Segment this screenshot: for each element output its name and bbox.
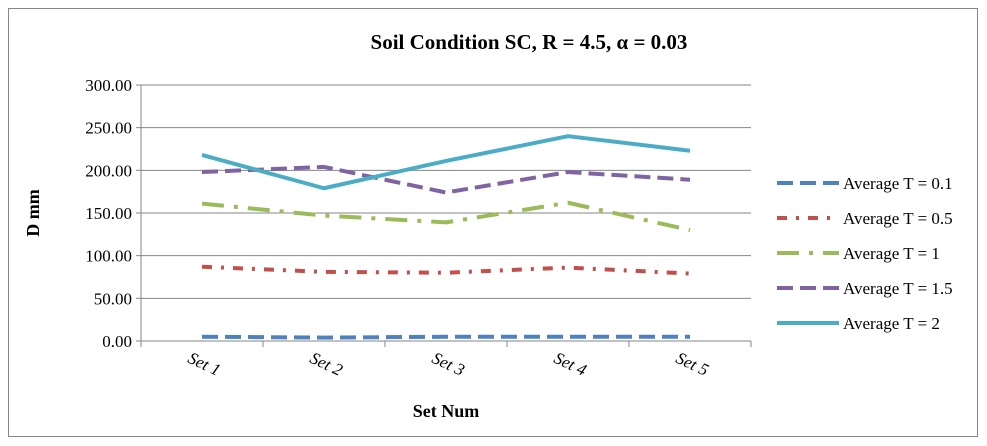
y-tick-label: 50.00 (94, 289, 132, 308)
x-tick-label: Set 5 (673, 348, 711, 379)
chart-svg: Soil Condition SC, R = 4.5, α = 0.03 0.0… (23, 30, 953, 421)
y-tick-label: 200.00 (85, 161, 132, 180)
series-line-4 (201, 164, 691, 195)
y-tick-label: 0.00 (102, 332, 132, 351)
axes: 0.00 50.00 100.00 150.00 200.00 250.00 300.00 S… (85, 76, 752, 380)
y-tick-label: 150.00 (85, 204, 132, 223)
chart-frame: Soil Condition SC, R = 4.5, α = 0.03 0.0… (8, 8, 978, 437)
x-tick-label: Set 3 (429, 348, 467, 379)
series-line-3 (201, 200, 691, 233)
y-axis-label: D mm (23, 189, 43, 237)
chart-title: Soil Condition SC, R = 4.5, α = 0.03 (371, 30, 688, 54)
series-line-2 (201, 264, 691, 276)
gridlines (141, 84, 751, 299)
x-axis-label: Set Num (413, 401, 480, 421)
series-lines (201, 134, 691, 340)
legend-label: Average T = 0.1 (843, 174, 953, 193)
legend-label: Average T = 1 (843, 244, 940, 263)
legend-label: Average T = 1.5 (843, 279, 953, 298)
y-tick-label: 300.00 (85, 76, 132, 95)
legend: Average T = 0.1 Average T = 0.5 Average T … (777, 174, 953, 333)
y-tick-label: 250.00 (85, 119, 132, 138)
x-tick-label: Set 2 (307, 348, 346, 380)
y-tick-label: 100.00 (85, 247, 132, 266)
x-tick-label: Set 4 (551, 348, 590, 380)
x-tick-label: Set 1 (185, 348, 223, 379)
series-line-5 (201, 134, 691, 191)
series-line-1 (201, 334, 690, 340)
legend-label: Average T = 2 (843, 314, 940, 333)
legend-label: Average T = 0.5 (843, 209, 953, 228)
